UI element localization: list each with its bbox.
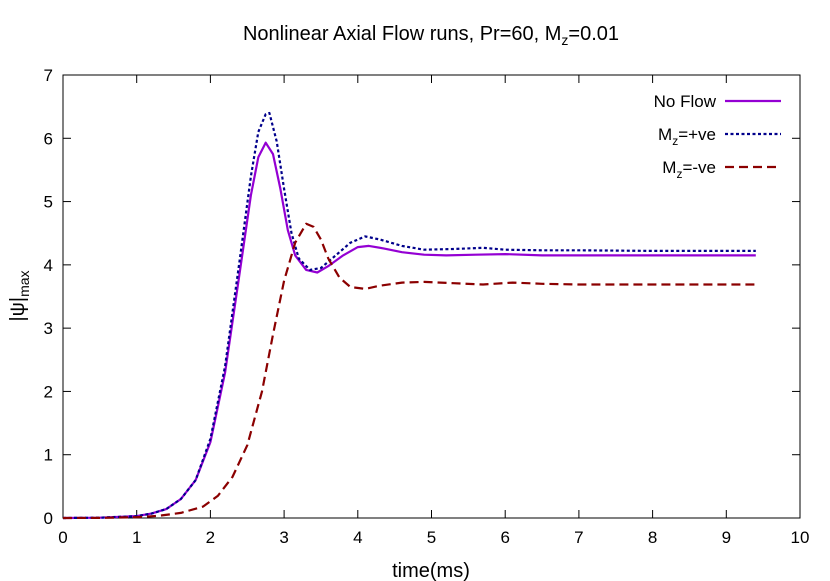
series-line-2: [62, 222, 756, 520]
series-lines: [62, 111, 756, 520]
x-tick-label: 6: [500, 528, 509, 547]
legend-label-tail: =+ve: [678, 125, 716, 144]
axis-tick-labels: 0 1 2 3 4 5 6 7 8 9 10 0 1 2 3 4 5 6 7: [44, 66, 810, 547]
x-tick-label: 4: [353, 528, 362, 547]
x-tick-label: 9: [722, 528, 731, 547]
x-tick-label: 7: [574, 528, 583, 547]
chart-title-tail: =0.01: [568, 23, 619, 45]
x-tick-label: 10: [791, 528, 810, 547]
y-tick-label: 5: [44, 193, 53, 212]
legend-label-subscript: z: [676, 167, 682, 181]
y-tick-label: 1: [44, 446, 53, 465]
legend-label-main: No Flow: [654, 92, 717, 111]
y-axis-label-main: |ψ|: [7, 297, 29, 322]
y-tick-label: 7: [44, 66, 53, 85]
x-tick-label: 1: [132, 528, 141, 547]
series-line-1: [62, 111, 756, 520]
y-tick-label: 2: [44, 382, 53, 401]
y-tick-label: 3: [44, 319, 53, 338]
legend-label-main: M: [662, 158, 676, 177]
legend-label-main: M: [658, 125, 672, 144]
x-tick-label: 5: [427, 528, 436, 547]
legend-label-0: No Flow: [654, 92, 717, 111]
legend-label-1: Mz=+ve: [658, 125, 716, 148]
legend-label-tail: =-ve: [682, 158, 716, 177]
legend-label-2: Mz=-ve: [662, 158, 716, 181]
chart-title: Nonlinear Axial Flow runs, Pr=60, Mz=0.0…: [243, 23, 619, 48]
chart-title-main: Nonlinear Axial Flow runs, Pr=60, M: [243, 23, 561, 45]
y-tick-label: 4: [44, 256, 53, 275]
legend-label-subscript: z: [672, 134, 678, 148]
x-tick-label: 2: [206, 528, 215, 547]
axis-ticks: [62, 74, 801, 519]
y-axis-label-subscript: max: [16, 270, 32, 296]
y-tick-label: 0: [44, 509, 53, 528]
y-tick-label: 6: [44, 129, 53, 148]
x-axis-label: time(ms): [392, 560, 470, 581]
chart-title-subscript: z: [561, 32, 568, 48]
x-tick-label: 3: [279, 528, 288, 547]
x-tick-label: 0: [58, 528, 67, 547]
x-tick-label: 8: [648, 528, 657, 547]
y-axis-label: |ψ|max: [7, 270, 32, 321]
series-line-0: [62, 141, 756, 520]
